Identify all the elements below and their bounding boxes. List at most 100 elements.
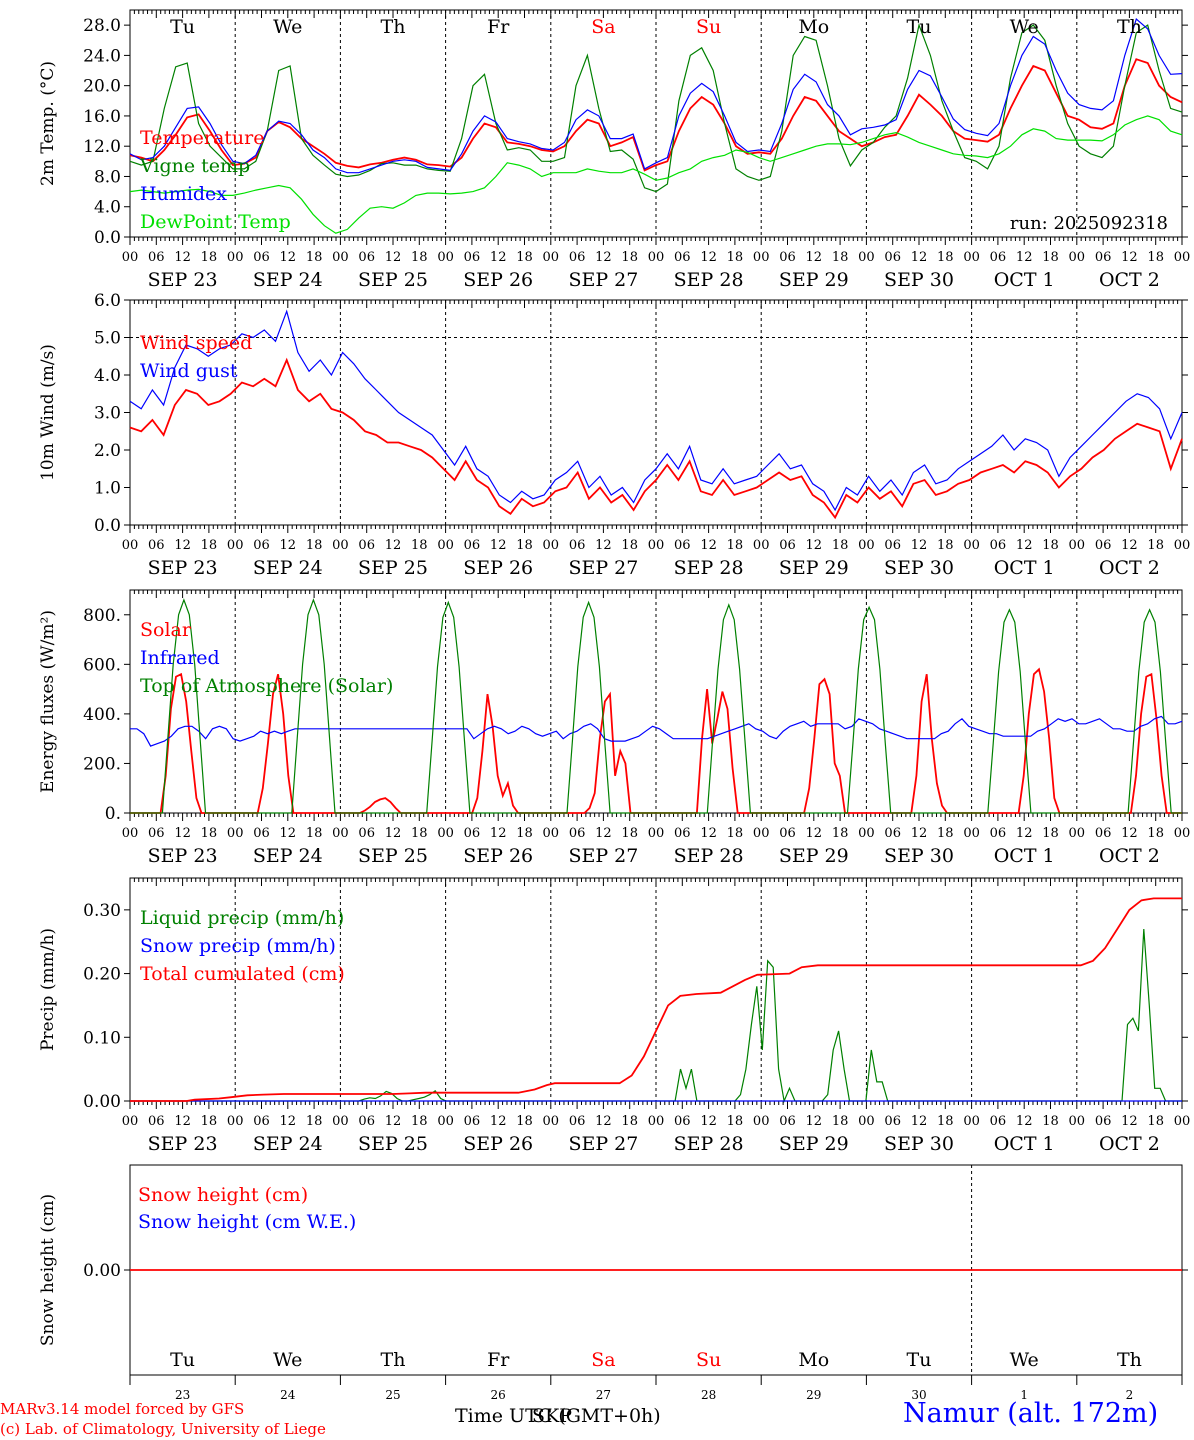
hour-tick-label: 12 <box>385 826 402 841</box>
day-name-top: We <box>1010 16 1039 38</box>
date-label: SEP 24 <box>253 269 323 291</box>
hour-tick-label: 18 <box>621 250 638 265</box>
hour-tick-label: 06 <box>569 826 586 841</box>
hour-tick-label: 00 <box>332 538 349 553</box>
hour-tick-label: 06 <box>253 826 270 841</box>
y-tick-label: 0.00 <box>83 1261 121 1281</box>
hour-tick-label: 06 <box>884 538 901 553</box>
hour-tick-label: 06 <box>674 1114 691 1129</box>
hour-tick-label: 00 <box>858 250 875 265</box>
hour-tick-label: 06 <box>148 538 165 553</box>
hour-tick-label: 12 <box>1016 1114 1033 1129</box>
date-label: SEP 28 <box>674 557 744 579</box>
hour-tick-label: 18 <box>411 250 428 265</box>
panel-frame-energy <box>129 589 1183 814</box>
y-tick-label: 0.0 <box>94 516 121 536</box>
model-credit-line-1: MARv3.14 model forced by GFS <box>0 1400 245 1418</box>
date-label: SEP 23 <box>148 557 218 579</box>
hour-tick-label: 00 <box>648 826 665 841</box>
hour-tick-label: 00 <box>648 250 665 265</box>
date-label: SEP 28 <box>674 1133 744 1155</box>
hour-tick-label: 18 <box>727 250 744 265</box>
date-label: SEP 30 <box>884 1133 954 1155</box>
date-label: OCT 1 <box>994 269 1055 291</box>
hour-tick-label: 00 <box>1069 250 1086 265</box>
day-number: 30 <box>911 1388 926 1402</box>
hour-tick-label: 12 <box>911 1114 928 1129</box>
series-line-temp-0 <box>129 58 1183 172</box>
hour-tick-label: 12 <box>595 1114 612 1129</box>
x-axis-overlap-text: SKP <box>532 1405 572 1427</box>
hour-tick-label: 06 <box>358 1114 375 1129</box>
hour-tick-label: 12 <box>1016 538 1033 553</box>
hour-tick-label: 18 <box>201 1114 218 1129</box>
hour-tick-label: 06 <box>253 250 270 265</box>
y-tick-label: 1.0 <box>94 479 121 499</box>
hour-tick-label: 12 <box>490 826 507 841</box>
hour-tick-label: 00 <box>1174 826 1191 841</box>
date-label: OCT 2 <box>1099 1133 1160 1155</box>
hour-tick-label: 18 <box>937 250 954 265</box>
legend-label: Wind gust <box>140 360 238 382</box>
model-credit: MARv3.14 model forced by GFS (c) Lab. of… <box>0 1399 326 1439</box>
day-name-bottom: Th <box>381 1349 406 1371</box>
day-number: 29 <box>806 1388 821 1402</box>
date-label: SEP 28 <box>674 269 744 291</box>
hour-tick-label: 00 <box>122 250 139 265</box>
date-label: SEP 24 <box>253 845 323 867</box>
hour-tick-label: 00 <box>753 538 770 553</box>
y-tick-label: 12.0 <box>83 137 121 157</box>
hour-tick-label: 18 <box>516 538 533 553</box>
day-name-top: Su <box>696 16 721 38</box>
hour-tick-label: 00 <box>648 1114 665 1129</box>
day-name-bottom: We <box>1010 1349 1039 1371</box>
y-tick-label: 0. <box>105 804 121 824</box>
date-label: SEP 27 <box>568 557 638 579</box>
series-line-wind-1 <box>129 309 1183 512</box>
date-label: SEP 29 <box>779 1133 849 1155</box>
hour-tick-label: 00 <box>122 1114 139 1129</box>
date-label: SEP 30 <box>884 845 954 867</box>
hour-tick-label: 12 <box>174 1114 191 1129</box>
day-name-top: Th <box>381 16 406 38</box>
hour-tick-label: 06 <box>253 1114 270 1129</box>
hour-tick-label: 00 <box>437 250 454 265</box>
day-number: 25 <box>385 1388 400 1402</box>
date-label: OCT 1 <box>994 557 1055 579</box>
hour-tick-label: 18 <box>621 826 638 841</box>
legend-label: Solar <box>140 619 192 641</box>
hour-tick-label: 12 <box>385 538 402 553</box>
hour-tick-label: 12 <box>1121 250 1138 265</box>
hour-tick-label: 00 <box>227 538 244 553</box>
hour-tick-label: 12 <box>595 250 612 265</box>
date-label: SEP 29 <box>779 269 849 291</box>
hour-tick-label: 06 <box>464 250 481 265</box>
date-label: SEP 26 <box>463 845 533 867</box>
day-number: 27 <box>596 1388 611 1402</box>
hour-tick-label: 06 <box>884 826 901 841</box>
day-name-top: Tu <box>907 16 932 38</box>
hour-tick-label: 12 <box>490 1114 507 1129</box>
hour-tick-label: 18 <box>411 1114 428 1129</box>
hour-tick-label: 18 <box>201 538 218 553</box>
hour-tick-label: 00 <box>332 1114 349 1129</box>
hour-tick-label: 12 <box>1121 826 1138 841</box>
hour-tick-label: 06 <box>1095 250 1112 265</box>
day-name-top: Tu <box>170 16 195 38</box>
hour-tick-label: 12 <box>911 538 928 553</box>
hour-tick-label: 18 <box>727 538 744 553</box>
hour-tick-label: 06 <box>569 250 586 265</box>
day-name-top: Fr <box>487 16 510 38</box>
series-line-energy-2 <box>130 598 1182 814</box>
hour-tick-label: 06 <box>569 538 586 553</box>
location-text: Namur (alt. 172m) <box>903 1398 1159 1429</box>
hour-tick-label: 18 <box>1147 1114 1164 1129</box>
legend-label: Temperature <box>140 127 264 149</box>
hour-tick-label: 00 <box>437 1114 454 1129</box>
hour-tick-label: 06 <box>779 538 796 553</box>
hour-tick-label: 00 <box>227 1114 244 1129</box>
panel-frame-wind <box>129 299 1183 526</box>
y-tick-label: 3.0 <box>94 404 121 424</box>
legend-label: Snow precip (mm/h) <box>140 935 336 957</box>
day-number: 24 <box>280 1388 296 1402</box>
